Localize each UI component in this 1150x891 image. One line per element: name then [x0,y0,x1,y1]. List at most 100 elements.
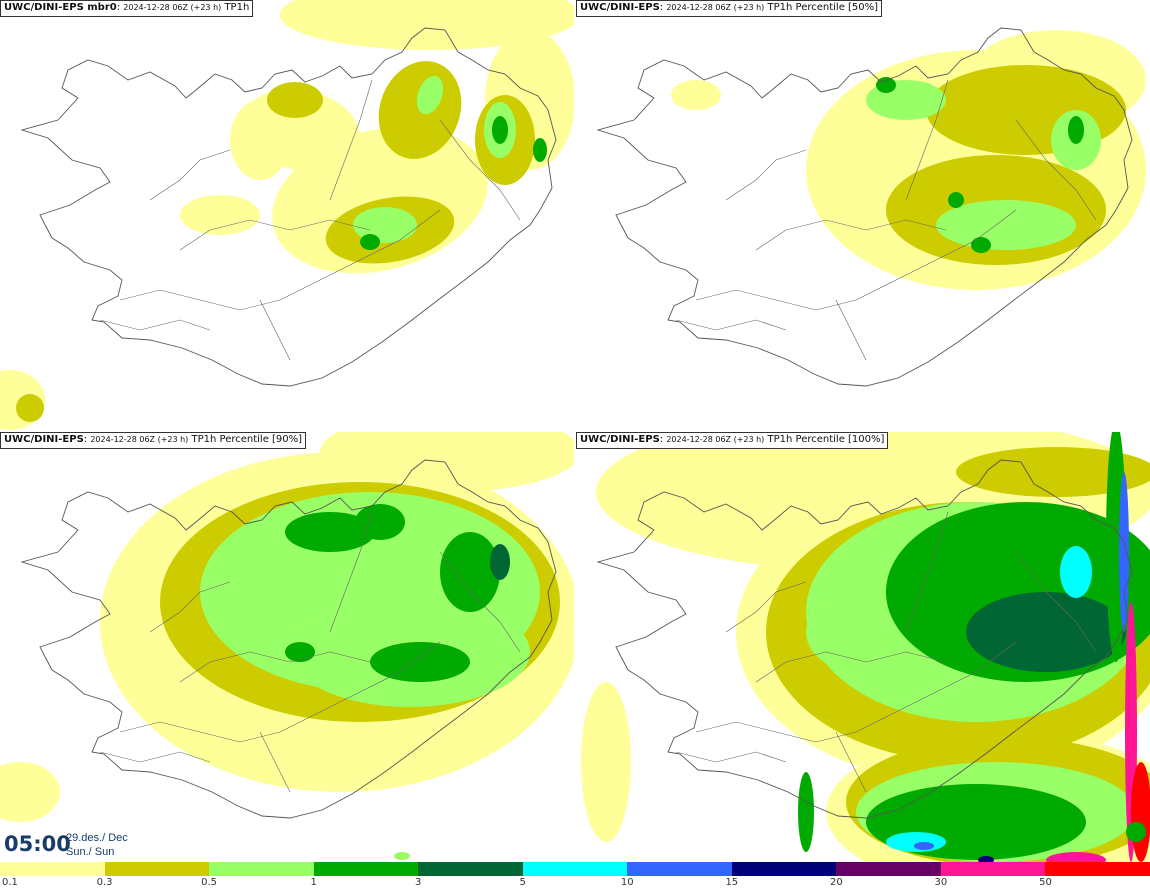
precip-area [416,75,444,115]
panel-header: UWC/DINI-EPS: 2024-12-28 06Z (+23 h) TP1… [576,432,889,449]
valid-day: Sun./ Sun [66,846,115,858]
map-panel-p90: UWC/DINI-EPS: 2024-12-28 06Z (+23 h) TP1… [0,432,574,862]
precip-area [1046,852,1106,862]
field-label: TP1h Percentile [90%] [191,434,303,445]
field-label: TP1h Percentile [50%] [767,2,879,13]
colorbar-segment [731,862,837,876]
precip-area [490,544,510,580]
colorbar-label: 0.5 [201,877,218,888]
boundary-line [725,149,807,201]
coastline [20,27,557,387]
panel-header: UWC/DINI-EPS: 2024-12-28 06Z (+23 h) TP1… [0,432,307,449]
panel-header: UWC/DINI-EPS: 2024-12-28 06Z (+23 h) TP1… [576,0,883,17]
colorbar-label: 1 [310,877,317,888]
model-label: UWC/DINI-EPS [4,434,84,445]
colorbar-segment [313,862,419,876]
boundary-line [439,551,521,653]
panel-header: UWC/DINI-EPS mbr0: 2024-12-28 06Z (+23 h… [0,0,254,17]
precip-area [936,200,1076,250]
boundary-line [725,581,807,633]
colorbar-label: 0.3 [96,877,113,888]
precip-area [671,80,721,110]
coastline [596,27,1133,387]
precipitation-map [0,0,574,430]
boundary-line [259,299,291,361]
precip-area [355,504,405,540]
boundary-line [179,651,371,683]
valid-date: 29.des./ Dec [66,832,128,844]
precip-area [370,642,470,682]
boundary-line [119,209,441,311]
colorbar-label: 10 [620,877,634,888]
boundary-line [149,581,231,633]
valid-time-date: 29.des./ Dec Sun./ Sun [66,831,128,859]
coastline [20,459,557,819]
field-label: TP1h Percentile [100%] [767,434,885,445]
map-panel-p100: UWC/DINI-EPS: 2024-12-28 06Z (+23 h) TP1… [576,432,1150,862]
precip-area [267,82,323,118]
colorbar-label: 30 [934,877,948,888]
boundary-line [695,641,1017,743]
boundary-line [179,219,371,251]
colorbar-segment [1045,862,1150,876]
boundary-line [329,511,373,633]
precip-area [533,138,547,162]
valid-time-clock: 05:00 [4,832,71,856]
precip-area [1060,546,1092,598]
boundary-line [119,641,441,743]
colorbar-segment [104,862,210,876]
run-label: 2024-12-28 06Z (+23 h) [123,3,222,12]
colorbar-label: 3 [414,877,422,888]
colorbar-segment [836,862,941,876]
precip-area [886,832,946,852]
precip-area [581,682,631,842]
precip-area [180,195,260,235]
precip-area [798,772,814,852]
precip-area [360,234,380,250]
colorbar-label: 5 [519,877,526,888]
precip-area [978,856,994,862]
boundary-line [755,219,947,251]
precip-area [16,394,44,422]
precipitation-map [596,27,1146,387]
run-label: 2024-12-28 06Z (+23 h) [666,435,765,444]
colorbar-segment [627,862,732,876]
boundary-line [99,319,211,331]
precip-area [394,852,410,860]
boundary-line [1015,119,1097,221]
boundary-line [835,731,867,793]
map-panel-member0: UWC/DINI-EPS mbr0: 2024-12-28 06Z (+23 h… [0,0,574,430]
colorbar-segment [418,862,523,876]
precip-area [285,512,375,552]
boundary-line [329,79,373,201]
run-label: 2024-12-28 06Z (+23 h) [90,435,189,444]
boundary-line [149,149,231,201]
boundary-line [835,299,867,361]
precip-area [971,237,991,253]
precip-area [914,842,934,850]
boundary-line [259,731,291,793]
model-label: UWC/DINI-EPS [580,434,660,445]
precipitation-map [0,432,574,860]
boundary-line [675,751,787,763]
precip-area [1119,472,1129,632]
boundary-line [99,751,211,763]
model-label: UWC/DINI-EPS mbr0 [4,2,117,13]
colorbar-labels: 0.1 0.3 0.5 1 3 5 10 15 20 30 50 [0,877,1150,891]
precip-area [440,532,500,612]
model-label: UWC/DINI-EPS [580,2,660,13]
colorbar-label: 15 [725,877,739,888]
colorbar-label: 0.1 [2,877,18,888]
precip-area [353,207,417,243]
boundary-line [695,209,1017,311]
colorbar-segment [522,862,628,876]
boundary-line [755,651,947,683]
boundary-line [675,319,787,331]
colorbar-segment [209,862,314,876]
boundary-line [1015,551,1097,653]
colorbar-segment [0,862,105,876]
precip-area [492,116,508,144]
precip-area [0,762,60,822]
valid-time-box: 05:00 29.des./ Dec Sun./ Sun [0,826,140,862]
precip-area [966,592,1126,672]
